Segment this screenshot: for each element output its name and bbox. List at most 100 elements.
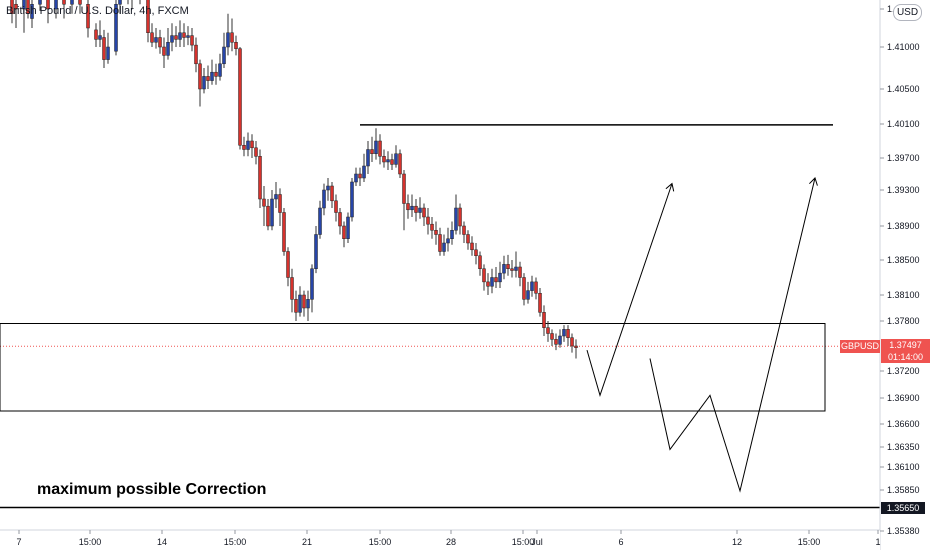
time-tick-label: 7 <box>16 537 21 547</box>
candle-body <box>538 293 542 313</box>
support-zone <box>0 323 826 412</box>
candle-body <box>306 299 310 309</box>
candle-body <box>570 337 574 347</box>
candle-body <box>294 299 298 313</box>
candle-body <box>86 4 90 29</box>
candle-body <box>386 159 390 163</box>
candle-body <box>534 281 538 294</box>
candle-body <box>278 194 282 213</box>
price-tick-label: 1.39300 <box>887 185 920 195</box>
candle-body <box>302 294 306 309</box>
price-tick-label: 1.37200 <box>887 366 920 376</box>
candle-body <box>70 0 74 5</box>
candle-body <box>486 281 490 287</box>
candle-body <box>262 198 266 207</box>
candle-body <box>166 42 170 56</box>
price-tick-label: 1.38500 <box>887 255 920 265</box>
candle-body <box>270 198 274 227</box>
candle-body <box>226 32 230 48</box>
candle-body <box>442 242 446 252</box>
candle-body <box>494 277 498 283</box>
candle-body <box>378 140 382 157</box>
candle-body <box>566 329 570 338</box>
candle-body <box>470 242 474 251</box>
candle-body <box>162 46 166 56</box>
candle-body <box>150 32 154 43</box>
candle-body <box>562 329 566 337</box>
candle-body <box>178 32 182 40</box>
candle-body <box>26 0 30 14</box>
time-tick-label: 12 <box>732 537 742 547</box>
candle-body <box>418 207 422 213</box>
candle-body <box>574 345 578 348</box>
time-tick-label: 15:00 <box>512 537 535 547</box>
candle-body <box>170 35 174 43</box>
candle-body <box>198 63 202 90</box>
candle-body <box>22 0 26 10</box>
candle-body <box>62 0 66 5</box>
candle-body <box>350 181 354 218</box>
candle-body <box>558 335 562 345</box>
price-tick-label: 1.40100 <box>887 119 920 129</box>
projection-path-2 <box>649 177 816 493</box>
candle-body <box>290 277 294 300</box>
candle-body <box>370 149 374 154</box>
candle-body <box>342 225 346 239</box>
candle-body <box>254 147 258 157</box>
candle-body <box>390 159 394 165</box>
price-tick-label: 1.36100 <box>887 462 920 472</box>
symbol-tag: GBPUSD <box>840 340 880 353</box>
candle-body <box>478 255 482 269</box>
candle-body <box>102 37 106 60</box>
candle-body <box>450 230 454 239</box>
price-tick-label: 1.35380 <box>887 526 920 536</box>
candle-body <box>482 268 486 283</box>
price-tick-label: 1.41000 <box>887 42 920 52</box>
candle-body <box>430 223 434 231</box>
candle-body <box>546 327 550 334</box>
candle-body <box>230 32 234 43</box>
candle-body <box>318 207 322 235</box>
projection-path-1 <box>586 183 673 397</box>
candle-body <box>282 212 286 252</box>
price-tick-label: 1.38100 <box>887 290 920 300</box>
candle-body <box>250 140 254 149</box>
candle-body <box>458 207 462 227</box>
candle-body <box>54 0 58 10</box>
annotation-text: maximum possible Correction <box>37 481 267 498</box>
arrowhead-2 <box>809 177 818 186</box>
candle-body <box>374 140 378 154</box>
last-price-box: 1.37497 01:14:00 <box>881 339 930 363</box>
candle-body <box>474 249 478 257</box>
candle-body <box>414 205 418 213</box>
currency-button[interactable]: USD <box>893 4 922 21</box>
arrowhead-1 <box>665 182 675 192</box>
price-tick-label: 1.35850 <box>887 485 920 495</box>
candle-body <box>222 46 226 65</box>
candle-body <box>314 234 318 269</box>
candle-body <box>490 277 494 287</box>
candle-body <box>422 207 426 218</box>
time-tick-label: 1 <box>875 537 880 547</box>
candle-body <box>266 205 270 227</box>
candle-body <box>174 35 178 40</box>
candle-body <box>466 234 470 244</box>
candle-body <box>338 212 342 227</box>
chart-title: British Pound / U.S. Dollar, 4h, FXCM <box>6 5 189 17</box>
candle-body <box>330 185 334 202</box>
candle-body <box>158 37 162 48</box>
candle-body <box>38 0 42 5</box>
price-tick-label: 1.37800 <box>887 316 920 326</box>
candle-body <box>322 189 326 209</box>
candle-body <box>462 225 466 235</box>
candle-body <box>334 200 338 213</box>
candle-body <box>214 71 218 77</box>
time-tick-label: 28 <box>446 537 456 547</box>
candle-body <box>530 281 534 291</box>
candle-body <box>202 76 206 90</box>
time-tick-label: 6 <box>618 537 623 547</box>
candle-body <box>190 35 194 46</box>
